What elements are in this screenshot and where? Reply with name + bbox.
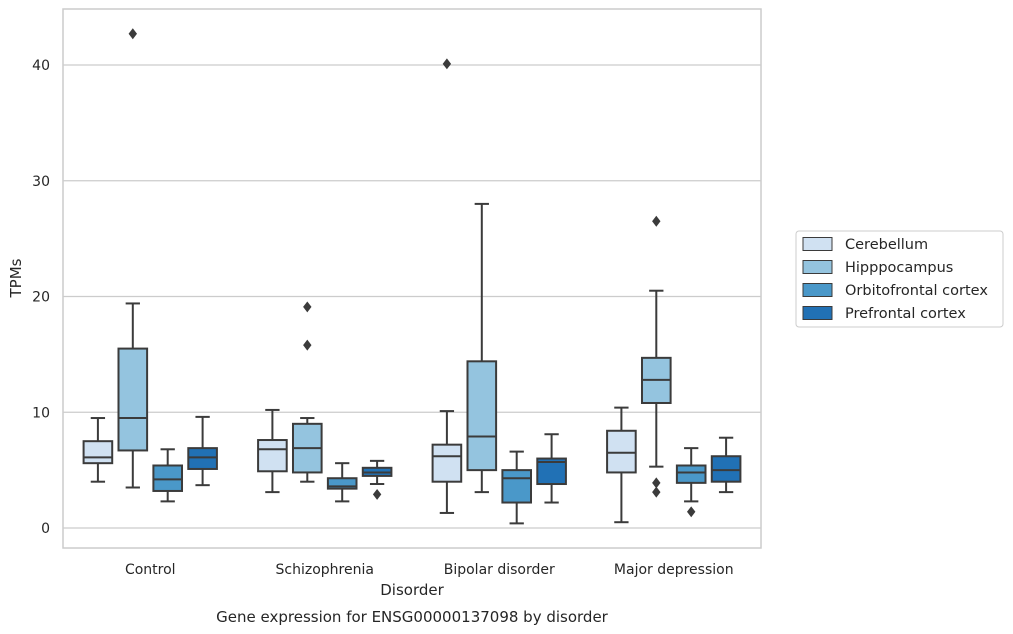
legend-swatch xyxy=(802,306,833,320)
legend-swatch xyxy=(802,237,833,251)
box-iqr xyxy=(675,464,707,484)
box-prefrontal-cortex xyxy=(710,436,742,494)
y-tick-label: 10 xyxy=(32,405,50,421)
y-tick-label: 20 xyxy=(32,290,50,306)
box-prefrontal-cortex xyxy=(361,459,393,500)
box-iqr xyxy=(466,360,498,472)
outlier-point xyxy=(303,301,312,313)
y-axis-label: TPMs xyxy=(7,258,25,298)
box-iqr xyxy=(152,464,184,492)
box-orbitofrontal-cortex xyxy=(326,462,358,503)
y-axis-ticks: 0 10 20 30 40 xyxy=(32,58,50,537)
y-tick-label: 40 xyxy=(32,58,50,74)
box-prefrontal-cortex xyxy=(187,415,218,487)
legend-label: Prefrontal cortex xyxy=(845,306,966,322)
x-tick-label: Bipolar disorder xyxy=(444,562,555,578)
outlier-point xyxy=(303,339,312,351)
grid-lines xyxy=(63,64,761,529)
y-tick-label: 0 xyxy=(41,521,50,537)
box-cerebellum xyxy=(82,417,114,483)
legend: Cerebellum Hipppocampus Orbitofrontal cort… xyxy=(795,230,1004,328)
legend-swatch xyxy=(802,260,833,274)
outlier-point xyxy=(128,28,137,40)
legend-label: Cerebellum xyxy=(845,237,928,253)
x-axis-label: Disorder xyxy=(380,581,444,599)
box-hipppocampus xyxy=(640,215,672,498)
box-orbitofrontal-cortex xyxy=(501,450,533,525)
box-cerebellum xyxy=(606,406,637,524)
box-prefrontal-cortex xyxy=(536,433,567,504)
box-iqr xyxy=(257,439,288,473)
outlier-point xyxy=(652,477,661,489)
box-orbitofrontal-cortex xyxy=(152,448,184,503)
outlier-point xyxy=(652,215,661,227)
box-cerebellum xyxy=(257,408,288,494)
box-hipppocampus xyxy=(291,301,323,483)
outlier-point xyxy=(372,488,382,500)
box-iqr xyxy=(710,455,742,483)
box-orbitofrontal-cortex xyxy=(675,447,707,518)
outlier-point xyxy=(687,506,696,518)
legend-label: Orbitofrontal cortex xyxy=(845,283,988,299)
x-tick-label: Control xyxy=(125,562,176,578)
box-series xyxy=(82,28,742,525)
outlier-point xyxy=(652,486,661,498)
box-iqr xyxy=(606,429,637,474)
legend-label: Hipppocampus xyxy=(845,260,953,276)
x-tick-label: Schizophrenia xyxy=(276,562,374,578)
x-axis-ticks: Control Schizophrenia Bipolar disorder Majo… xyxy=(125,562,734,578)
box-iqr xyxy=(431,443,463,483)
box-hipppocampus xyxy=(466,202,498,494)
legend-swatch xyxy=(802,283,833,297)
box-cerebellum xyxy=(431,58,463,514)
y-tick-label: 30 xyxy=(32,174,50,190)
outlier-point xyxy=(442,58,452,70)
box-iqr xyxy=(326,477,358,490)
box-hipppocampus xyxy=(117,28,149,489)
box-iqr xyxy=(117,347,149,452)
box-iqr xyxy=(501,469,533,504)
plot-frame xyxy=(62,8,762,549)
x-tick-label: Major depression xyxy=(614,562,734,578)
box-iqr xyxy=(82,440,114,465)
chart-caption: Gene expression for ENSG00000137098 by d… xyxy=(216,608,609,626)
legend-frame xyxy=(795,230,1004,328)
box-iqr xyxy=(187,447,218,470)
